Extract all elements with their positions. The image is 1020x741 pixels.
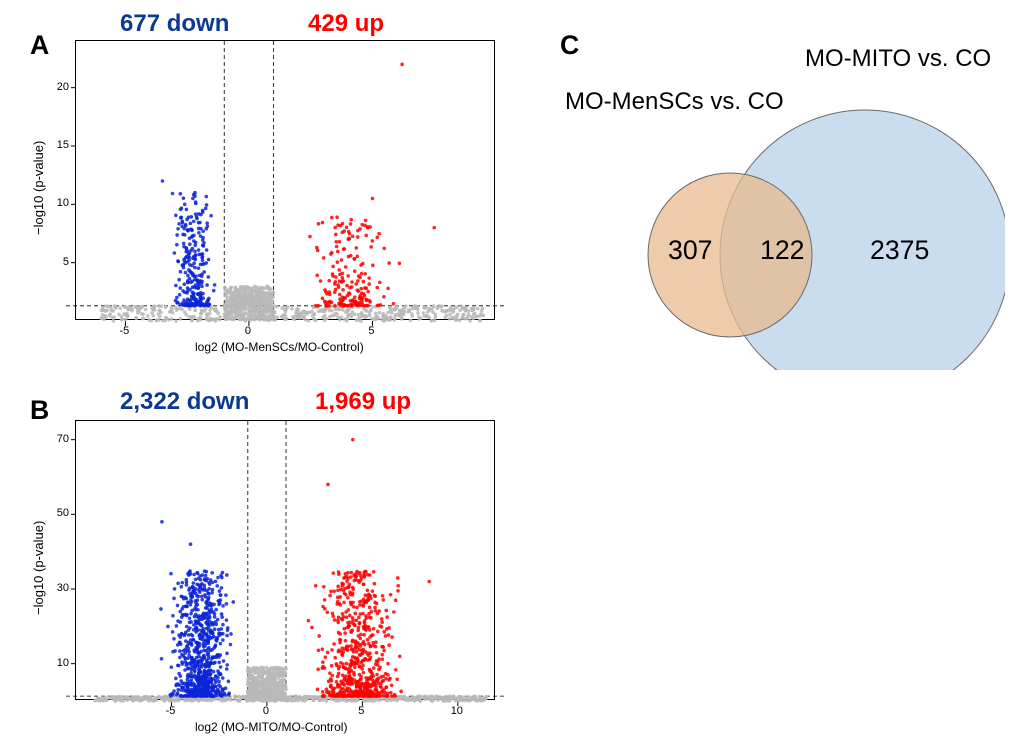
xtick-label: 0 [263, 705, 269, 717]
panel-b-xlabel: log2 (MO-MITO/MO-Control) [195, 720, 347, 734]
panel-a-down-count: 677 down [120, 10, 229, 38]
venn-count-set-b-only: 2375 [870, 235, 929, 266]
ytick-label: 20 [51, 81, 69, 93]
xtick-label: -5 [166, 705, 176, 717]
venn-count-set-a-only-text: 307 [668, 235, 712, 265]
ytick-label: 10 [51, 657, 69, 669]
panel-b-volcano [75, 420, 495, 700]
panel-b-ylabel: −log10 (p-value) [31, 521, 46, 615]
panel-b-up-count: 1,969 up [315, 388, 411, 416]
panel-letter-c: C [560, 30, 579, 61]
panel-a-ylabel-text: −log10 (p-value) [31, 141, 46, 235]
ytick-label: 70 [51, 433, 69, 445]
panel-b-ylabel-text: −log10 (p-value) [31, 521, 46, 615]
ytick-label: 30 [51, 582, 69, 594]
ytick-label: 5 [51, 256, 69, 268]
ytick-label: 50 [51, 507, 69, 519]
panel-a-volcano [75, 40, 495, 320]
panel-a-xlabel-text: log2 (MO-MenSCs/MO-Control) [195, 340, 364, 354]
panel-b-xlabel-text: log2 (MO-MITO/MO-Control) [195, 720, 347, 734]
xtick-label: -5 [120, 325, 130, 337]
ytick-label: 15 [51, 139, 69, 151]
xtick-label: 5 [358, 705, 364, 717]
venn-count-intersection-text: 122 [760, 235, 804, 265]
panel-letter-c-text: C [560, 30, 579, 60]
venn-count-set-a-only: 307 [668, 235, 712, 266]
panel-a-up-count-text: 429 up [308, 10, 384, 37]
panel-a-xlabel: log2 (MO-MenSCs/MO-Control) [195, 340, 364, 354]
venn-count-intersection: 122 [760, 235, 804, 266]
panel-letter-b: B [30, 395, 49, 426]
venn-label-set-a: MO-MenSCs vs. CO [565, 88, 784, 116]
panel-b-down-count: 2,322 down [120, 388, 249, 416]
venn-label-set-b-text: MO-MITO vs. CO [805, 45, 991, 72]
ytick-label: 10 [51, 197, 69, 209]
xtick-label: 0 [245, 325, 251, 337]
panel-a-down-count-text: 677 down [120, 10, 229, 37]
panel-b-up-count-text: 1,969 up [315, 388, 411, 415]
venn-label-set-a-text: MO-MenSCs vs. CO [565, 88, 784, 115]
venn-label-set-b: MO-MITO vs. CO [805, 45, 991, 73]
xtick-label: 10 [451, 705, 463, 717]
panel-letter-a: A [30, 30, 49, 61]
panel-a-up-count: 429 up [308, 10, 384, 38]
panel-b-down-count-text: 2,322 down [120, 388, 249, 415]
panel-letter-a-text: A [30, 30, 49, 60]
panel-letter-b-text: B [30, 395, 49, 425]
xtick-label: 5 [368, 325, 374, 337]
venn-count-set-b-only-text: 2375 [870, 235, 929, 265]
figure-root: A 677 down 429 up −log10 (p-value) log2 … [0, 0, 1020, 741]
panel-a-ylabel: −log10 (p-value) [31, 141, 46, 235]
